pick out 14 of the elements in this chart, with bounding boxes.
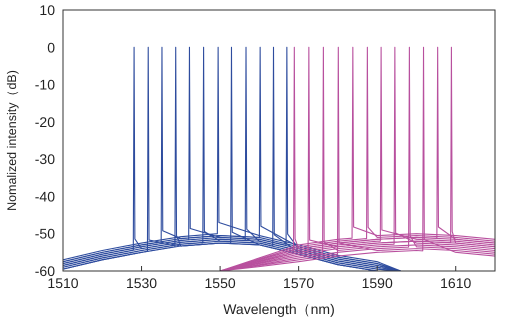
y-tick-label: 10: [39, 2, 56, 18]
y-axis-title: Nomalized intensity（dB): [5, 70, 19, 211]
y-tick-label: -20: [34, 114, 56, 130]
y-tick-label: -40: [34, 188, 56, 204]
y-tick-label: -10: [34, 76, 56, 93]
x-axis-title: Wavelength（nm): [223, 301, 335, 317]
y-tick-label: 0: [47, 39, 56, 56]
x-tick-label: 1550: [204, 275, 236, 291]
x-tick-label: 1570: [283, 275, 314, 291]
x-tick-label: 1530: [126, 275, 158, 291]
x-tick-label: 1610: [440, 275, 472, 291]
x-tick-label: 1590: [362, 275, 393, 291]
y-tick-label: -30: [34, 151, 56, 168]
y-tick-label: -50: [34, 226, 56, 242]
